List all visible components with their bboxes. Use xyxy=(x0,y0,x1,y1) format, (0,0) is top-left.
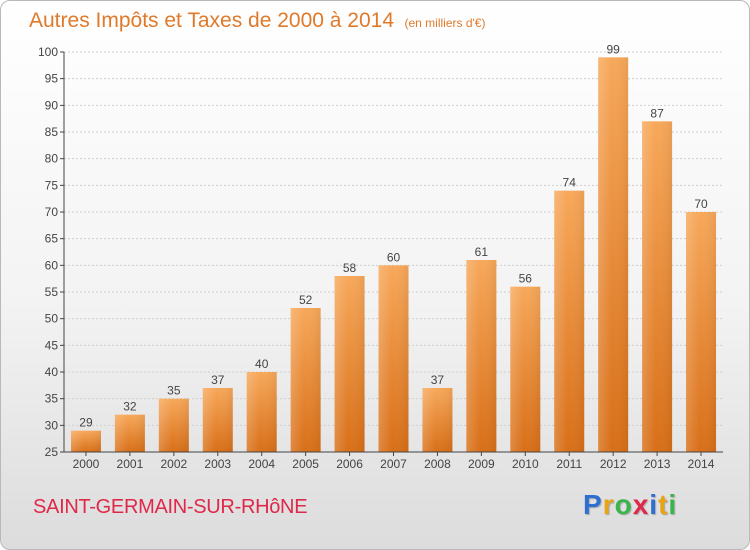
y-tick-label: 55 xyxy=(45,285,59,299)
bar-shine xyxy=(246,372,277,452)
data-labels: 29 32 35 37 40 52 58 60 37 61 56 74 99 87 70 xyxy=(79,42,708,429)
y-tick-label: 90 xyxy=(45,98,59,112)
logo-letter: P xyxy=(583,489,603,520)
logo-letter: i xyxy=(649,489,659,520)
bar-shine xyxy=(686,212,717,452)
y-tick-label: 95 xyxy=(45,72,59,86)
bars xyxy=(70,57,717,452)
bar-shine xyxy=(70,430,101,452)
data-label: 37 xyxy=(211,373,225,387)
title-row: Autres Impôts et Taxes de 2000 à 2014 (e… xyxy=(29,9,485,33)
data-label: 52 xyxy=(299,293,313,307)
bar-shine xyxy=(510,286,541,452)
bar-shine xyxy=(158,398,189,452)
data-label: 99 xyxy=(606,42,620,56)
x-tick-label: 2007 xyxy=(380,457,407,471)
logo-letter: r xyxy=(602,489,615,520)
x-tick-label: 2011 xyxy=(556,457,582,471)
x-tick-label: 2013 xyxy=(644,457,671,471)
bar-shine xyxy=(290,308,321,452)
x-tick-label: 2012 xyxy=(600,457,627,471)
y-tick-label: 25 xyxy=(45,445,59,459)
x-tick-label: 2014 xyxy=(688,457,715,471)
y-tick-label: 70 xyxy=(45,205,59,219)
y-tick-label: 50 xyxy=(45,312,59,326)
x-tick-label: 2006 xyxy=(336,457,363,471)
commune-name: SAINT-GERMAIN-SUR-RHôNE xyxy=(33,496,308,518)
data-label: 32 xyxy=(123,400,137,414)
logo-letter: t xyxy=(658,489,669,520)
y-tick-label: 40 xyxy=(45,365,59,379)
chart-unit: (en milliers d'€) xyxy=(404,16,486,30)
logo-letter: x xyxy=(632,489,650,520)
x-tick-label: 2000 xyxy=(73,457,100,471)
y-tick-label: 30 xyxy=(45,418,59,432)
y-tick-label: 35 xyxy=(45,392,59,406)
y-tick-label: 65 xyxy=(45,232,59,246)
axes: 25 30 35 40 45 50 55 60 65 70 75 80 85 90 95 100 2000 200… xyxy=(38,45,723,471)
logo-letter: o xyxy=(614,489,633,520)
data-label: 37 xyxy=(431,373,445,387)
bar-shine xyxy=(422,388,453,452)
y-tick-label: 85 xyxy=(45,125,59,139)
data-label: 56 xyxy=(519,272,533,286)
x-tick-label: 2005 xyxy=(292,457,319,471)
bar-shine xyxy=(114,414,145,452)
x-tick-label: 2010 xyxy=(512,457,539,471)
bar-shine xyxy=(554,190,585,452)
data-label: 74 xyxy=(563,176,577,190)
logo-letter: i xyxy=(668,489,678,520)
chart-title: Autres Impôts et Taxes de 2000 à 2014 xyxy=(29,9,395,32)
x-tick-label: 2001 xyxy=(117,457,144,471)
data-label: 87 xyxy=(650,106,664,120)
bar-shine xyxy=(202,388,233,452)
bar-shine xyxy=(642,121,673,452)
data-label: 40 xyxy=(255,357,269,371)
data-label: 60 xyxy=(387,250,401,264)
x-tick-label: 2009 xyxy=(468,457,495,471)
data-label: 61 xyxy=(475,245,489,259)
data-label: 35 xyxy=(167,384,181,398)
y-tick-label: 100 xyxy=(38,45,58,59)
x-tick-label: 2004 xyxy=(248,457,275,471)
proxiti-logo: Proxiti xyxy=(583,489,677,521)
bar-shine xyxy=(598,57,629,452)
data-label: 29 xyxy=(79,416,93,430)
x-tick-label: 2002 xyxy=(160,457,187,471)
x-tick-label: 2003 xyxy=(204,457,231,471)
y-tick-label: 60 xyxy=(45,258,59,272)
y-tick-label: 45 xyxy=(45,338,59,352)
bar-shine xyxy=(334,276,365,452)
bar-shine xyxy=(378,265,409,452)
y-tick-label: 80 xyxy=(45,152,59,166)
data-label: 58 xyxy=(343,261,357,275)
data-label: 70 xyxy=(694,197,708,211)
y-tick-label: 75 xyxy=(45,178,59,192)
bar-shine xyxy=(466,260,497,452)
x-tick-label: 2008 xyxy=(424,457,451,471)
